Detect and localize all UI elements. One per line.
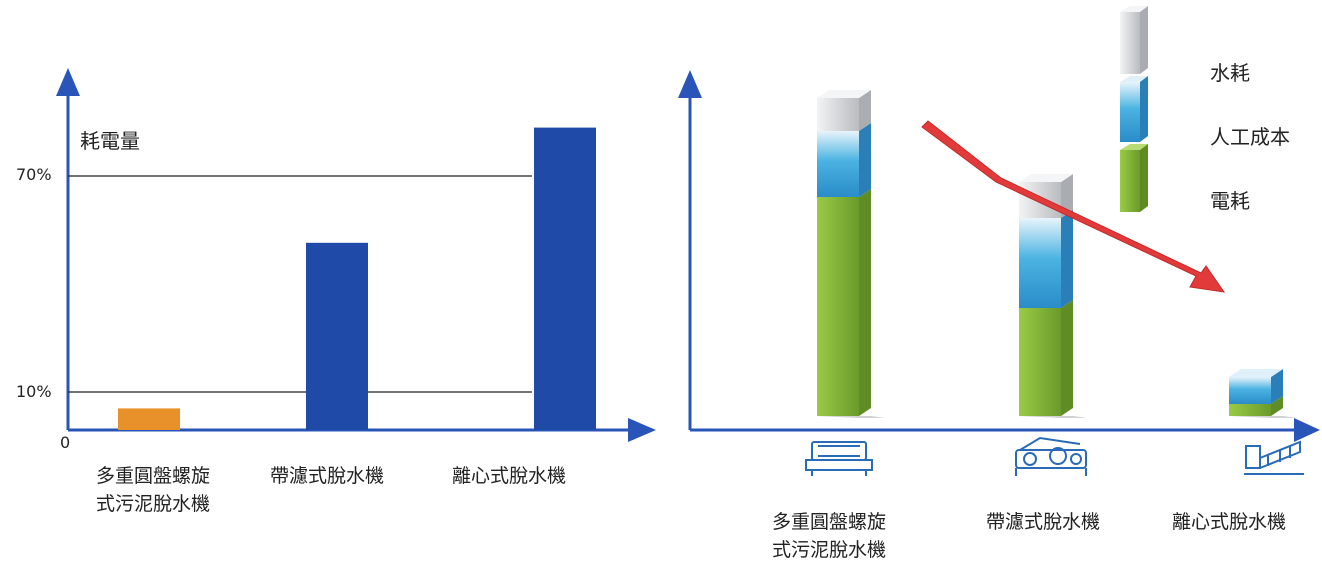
left-y-axis-label: 耗電量 <box>80 129 140 153</box>
tick-label-70: 70% <box>16 165 52 184</box>
right-bar-1-top <box>817 90 871 98</box>
left-bar-2 <box>306 242 368 430</box>
left-chart: 耗電量 70% 10% 0 多重圓盤螺旋 式污泥脫水機 帶濾式脫水機 離心式脫水… <box>16 68 656 515</box>
right-x-axis-arrowhead <box>1294 418 1320 442</box>
right-bar-3-labor <box>1229 377 1271 404</box>
right-chart: 水耗 人工成本 電耗 多重圓盤螺旋 式污泥脫水機 帶濾式脫水機 離心式脫水機 <box>678 6 1320 561</box>
bar-shadow-1 <box>817 416 885 418</box>
tick-label-0: 0 <box>60 433 70 452</box>
right-bar-1-labor-side <box>859 123 871 197</box>
decreasing-trend-arrow <box>921 120 1226 293</box>
right-bar-1-water-side <box>859 90 871 131</box>
legend-swatch-water <box>1120 6 1148 74</box>
centrifuge-icon <box>1244 440 1304 475</box>
right-category-2-label: 帶濾式脫水機 <box>986 511 1100 533</box>
tick-label-10: 10% <box>16 382 52 401</box>
right-y-axis-arrowhead <box>678 70 702 98</box>
disc-screw-press-icon <box>805 441 873 476</box>
left-bar-3 <box>534 127 596 430</box>
right-category-1-line2: 式污泥脫水機 <box>772 539 886 561</box>
right-bar-3-top <box>1229 369 1283 377</box>
left-category-1-line1: 多重圓盤螺旋 <box>96 465 210 487</box>
right-bar-1-power <box>817 197 859 416</box>
right-bar-2-water-side <box>1061 174 1073 218</box>
legend-label-labor: 人工成本 <box>1210 125 1290 149</box>
legend-label-water: 水耗 <box>1210 61 1250 85</box>
left-bars <box>118 127 596 430</box>
bar-shadow-3 <box>1229 416 1297 418</box>
right-bar-3-labor-side <box>1271 369 1283 404</box>
bar-shadow-2 <box>1019 416 1087 418</box>
right-bar-1-power-side <box>859 189 871 416</box>
legend-swatch-labor <box>1120 76 1148 142</box>
right-bar-2-labor-side <box>1061 210 1073 308</box>
left-category-2-label: 帶濾式脫水機 <box>270 465 384 487</box>
legend: 水耗 人工成本 電耗 <box>1120 6 1290 213</box>
right-stacked-bars <box>817 90 1297 418</box>
right-category-1-line1: 多重圓盤螺旋 <box>772 511 886 533</box>
belt-filter-press-icon <box>1015 436 1087 476</box>
left-category-3-label: 離心式脫水機 <box>452 465 566 487</box>
right-bar-2-top <box>1019 174 1073 182</box>
left-x-axis-arrowhead <box>628 418 656 442</box>
right-category-3-label: 離心式脫水機 <box>1172 511 1286 533</box>
right-bar-2-labor <box>1019 218 1061 308</box>
right-bar-3-power <box>1229 404 1271 416</box>
right-bar-1-labor <box>817 131 859 197</box>
right-bar-2-power-side <box>1061 300 1073 416</box>
legend-swatch-power <box>1120 144 1148 212</box>
left-y-axis-arrowhead <box>56 68 80 96</box>
left-bar-1 <box>118 408 180 430</box>
legend-label-power: 電耗 <box>1210 189 1250 213</box>
right-bar-2-power <box>1019 308 1061 416</box>
right-bar-1-water <box>817 98 859 131</box>
left-category-1-line2: 式污泥脫水機 <box>96 493 210 515</box>
right-bar-3-power-side <box>1271 396 1283 416</box>
